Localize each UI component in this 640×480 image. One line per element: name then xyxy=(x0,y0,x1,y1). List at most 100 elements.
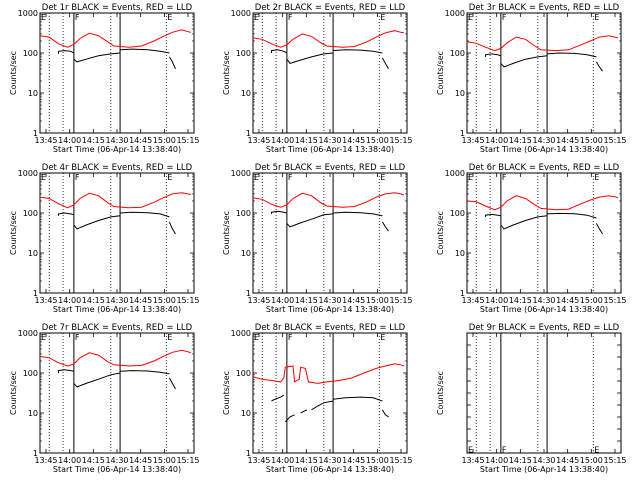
y-tick-label: 100 xyxy=(23,369,38,378)
x-tick-label: 14:00 xyxy=(271,136,294,145)
x-tick-label: 15:15 xyxy=(389,456,412,465)
events-series-line xyxy=(333,49,383,54)
chart-panel-2: Det 2r BLACK = Events, RED = LLD 1 10 100 10… xyxy=(222,3,413,154)
x-tick-label: 14:45 xyxy=(556,296,579,305)
x-tick-label: 15:15 xyxy=(389,296,412,305)
y-tick-label: 1 xyxy=(460,129,465,138)
y-tick-label: 10 xyxy=(28,89,38,98)
y-tick-label: 10 xyxy=(28,409,38,418)
lld-series-line xyxy=(466,35,619,52)
y-tick-label: 1 xyxy=(246,129,251,138)
x-axis-label: Start Time (06-Apr-14 13:38:40) xyxy=(266,145,394,154)
x-tick-label: 14:00 xyxy=(58,136,81,145)
events-series-line xyxy=(58,50,75,54)
y-tick-label: 100 xyxy=(450,49,465,58)
event-letter: E xyxy=(380,333,385,342)
y-tick-label: 10 xyxy=(455,249,465,258)
events-series-line xyxy=(58,369,75,373)
events-series-line xyxy=(300,409,308,414)
events-series-line xyxy=(311,400,334,411)
x-tick-label: 14:00 xyxy=(485,456,508,465)
y-tick-label: 1 xyxy=(460,289,465,298)
event-letter: F xyxy=(288,173,293,182)
y-axis-label: Counts/sec xyxy=(9,51,18,95)
x-tick-label: 15:00 xyxy=(153,456,176,465)
events-series-line xyxy=(595,61,603,72)
event-letter: E xyxy=(254,13,259,22)
y-tick-label: 1000 xyxy=(231,329,251,338)
y-tick-label: 1000 xyxy=(18,169,38,178)
chart-title: Det 7r BLACK = Events, RED = LLD xyxy=(42,323,193,333)
event-letter: E xyxy=(254,173,259,182)
events-series-line xyxy=(168,56,176,70)
events-series-line xyxy=(120,370,170,375)
x-tick-label: 14:30 xyxy=(532,136,555,145)
chart-title: Det 3r BLACK = Events, RED = LLD xyxy=(469,3,620,13)
lld-series-line xyxy=(466,195,619,211)
y-tick-label: 100 xyxy=(236,369,251,378)
events-series-line xyxy=(485,213,501,217)
events-series-line xyxy=(500,55,548,68)
event-letter: E xyxy=(380,173,385,182)
events-series-line xyxy=(271,49,288,54)
x-tick-label: 14:15 xyxy=(295,296,318,305)
lld-series-line xyxy=(252,30,404,48)
x-tick-label: 14:15 xyxy=(82,136,105,145)
x-tick-label: 14:30 xyxy=(532,296,555,305)
x-tick-label: 14:30 xyxy=(105,296,128,305)
event-letter: F xyxy=(288,333,293,342)
events-series-line xyxy=(73,52,121,63)
x-tick-label: 14:30 xyxy=(318,296,341,305)
x-tick-label: 15:00 xyxy=(580,456,603,465)
event-letter: E xyxy=(594,173,599,182)
events-series-line xyxy=(286,52,334,64)
event-letter: E xyxy=(468,445,473,454)
lld-series-line xyxy=(39,29,191,48)
x-tick-label: 14:15 xyxy=(82,296,105,305)
chart-title: Det 8r BLACK = Events, RED = LLD xyxy=(255,323,406,333)
y-axis-label: Counts/sec xyxy=(9,211,18,255)
event-letter: E xyxy=(41,333,46,342)
event-letter: E xyxy=(167,173,172,182)
x-tick-label: 15:15 xyxy=(603,296,626,305)
x-tick-label: 14:45 xyxy=(129,296,152,305)
event-letter: E xyxy=(380,13,385,22)
events-series-line xyxy=(73,215,121,230)
events-series-line xyxy=(333,396,383,402)
x-tick-label: 13:45 xyxy=(247,136,270,145)
events-series-line xyxy=(381,409,389,418)
x-tick-label: 15:15 xyxy=(176,296,199,305)
event-letter: E xyxy=(41,13,46,22)
chart-title: Det 9r BLACK = Events, RED = LLD xyxy=(469,323,620,333)
x-tick-label: 14:15 xyxy=(509,296,532,305)
y-tick-label: 1 xyxy=(246,289,251,298)
x-axis-label: Start Time (06-Apr-14 13:38:40) xyxy=(480,145,608,154)
event-letter: E xyxy=(167,333,172,342)
y-axis-label: Counts/sec xyxy=(436,371,445,415)
y-axis-label: Counts/sec xyxy=(222,51,231,95)
x-tick-label: 14:45 xyxy=(342,456,365,465)
x-tick-label: 13:45 xyxy=(34,136,57,145)
y-axis-label: Counts/sec xyxy=(222,371,231,415)
x-tick-label: 14:00 xyxy=(58,456,81,465)
events-series-line xyxy=(168,377,176,390)
x-tick-label: 15:00 xyxy=(153,136,176,145)
y-axis-label: Counts/sec xyxy=(222,211,231,255)
x-tick-label: 14:15 xyxy=(295,136,318,145)
chart-panel-8: Det 8r BLACK = Events, RED = LLD 1 10 100 10… xyxy=(222,323,413,474)
lld-series-line xyxy=(39,192,191,209)
x-tick-label: 14:00 xyxy=(485,296,508,305)
x-axis-label: Start Time (06-Apr-14 13:38:40) xyxy=(266,465,394,474)
x-tick-label: 13:45 xyxy=(247,456,270,465)
x-tick-label: 15:15 xyxy=(603,136,626,145)
chart-title: Det 5r BLACK = Events, RED = LLD xyxy=(255,163,406,173)
event-letter: F xyxy=(288,13,293,22)
events-series-line xyxy=(547,212,597,219)
x-tick-label: 14:45 xyxy=(556,456,579,465)
events-series-line xyxy=(120,211,170,218)
chart-panel-1: Det 1r BLACK = Events, RED = LLD 1 10 100 10… xyxy=(9,3,200,154)
x-tick-label: 15:00 xyxy=(366,136,389,145)
chart-panel-7: Det 7r BLACK = Events, RED = LLD 1 10 100 10… xyxy=(9,323,200,474)
event-letter: E xyxy=(468,173,473,182)
events-series-line xyxy=(547,52,597,58)
